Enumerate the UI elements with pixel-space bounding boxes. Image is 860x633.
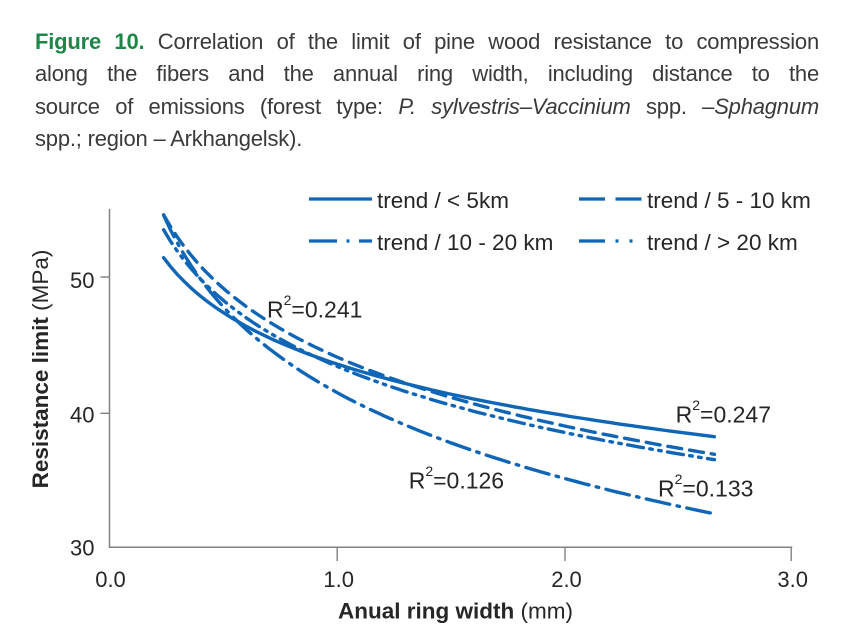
svg-text:1.0: 1.0 [323, 567, 354, 592]
svg-text:R2=0.133: R2=0.133 [658, 471, 753, 501]
svg-text:30: 30 [70, 536, 94, 561]
svg-text:Anual ring width (mm): Anual ring width (mm) [338, 599, 573, 624]
svg-text:0.0: 0.0 [95, 567, 126, 592]
svg-text:trend / 10 - 20 km: trend / 10 - 20 km [377, 230, 553, 255]
svg-text:trend / < 5km: trend / < 5km [377, 188, 509, 213]
svg-text:R2=0.241: R2=0.241 [267, 292, 362, 322]
svg-text:40: 40 [70, 403, 94, 428]
svg-text:3.0: 3.0 [777, 567, 808, 592]
svg-text:Resistance limit (MPa): Resistance limit (MPa) [28, 250, 53, 489]
svg-text:R2=0.126: R2=0.126 [409, 463, 504, 493]
svg-text:trend / 5 - 10 km: trend / 5 - 10 km [647, 188, 811, 213]
svg-text:50: 50 [70, 268, 94, 293]
svg-text:trend / > 20 km: trend / > 20 km [647, 230, 798, 255]
svg-text:2.0: 2.0 [551, 567, 582, 592]
svg-text:R2=0.247: R2=0.247 [676, 397, 771, 427]
